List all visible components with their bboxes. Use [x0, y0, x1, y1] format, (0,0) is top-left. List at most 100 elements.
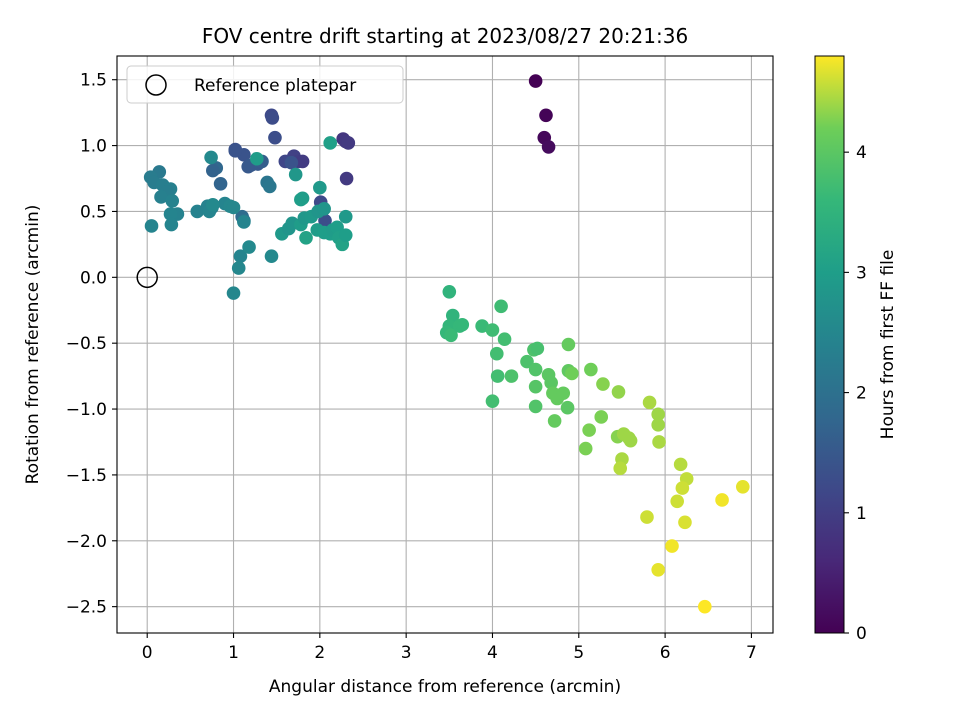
y-tick-label: −1.5: [66, 466, 107, 486]
x-tick-label: 3: [401, 643, 412, 663]
y-tick-label: 1.5: [80, 71, 107, 91]
data-point: [528, 379, 543, 394]
colorbar-tick-label: 2: [856, 384, 867, 404]
y-tick-label: −1.0: [66, 400, 107, 420]
data-point: [594, 410, 609, 424]
data-point: [578, 441, 593, 456]
plot-frame: [116, 55, 774, 634]
data-point: [242, 240, 256, 254]
data-point: [541, 140, 556, 154]
data-point: [455, 317, 470, 332]
y-tick-label: 0.5: [80, 202, 107, 222]
data-point: [530, 341, 545, 356]
data-point: [651, 562, 665, 577]
data-point: [490, 369, 505, 383]
data-point: [665, 539, 679, 553]
data-point: [652, 435, 666, 449]
data-point: [565, 366, 579, 381]
data-point: [623, 433, 638, 448]
data-point: [651, 407, 665, 422]
data-point: [204, 150, 218, 165]
data-point: [497, 332, 512, 347]
data-point: [231, 261, 246, 275]
reference-marker-group: [136, 266, 158, 289]
data-point: [330, 220, 344, 235]
x-tick-label: 6: [660, 643, 671, 663]
data-point: [715, 493, 729, 507]
data-point: [582, 423, 596, 437]
data-point: [613, 461, 628, 476]
data-point: [288, 167, 303, 182]
data-point: [226, 286, 241, 300]
data-point: [611, 385, 626, 399]
colorbar-tick-label: 0: [856, 624, 867, 644]
data-point: [299, 230, 313, 245]
legend-reference-marker: [145, 74, 167, 96]
data-point: [250, 151, 264, 166]
x-tick-label: 5: [573, 643, 584, 663]
data-point: [561, 337, 576, 352]
y-tick-label: −2.5: [66, 598, 107, 618]
data-point: [228, 144, 243, 158]
grid-lines: [117, 56, 773, 633]
legend-label: Reference platepar: [194, 76, 356, 96]
data-point: [294, 192, 308, 207]
chart-title: FOV centre drift starting at 2023/08/27 …: [202, 24, 688, 48]
colorbar-tick-label: 3: [856, 263, 867, 283]
colorbar-tick-label: 1: [856, 504, 867, 524]
x-tick-label: 1: [228, 643, 239, 663]
y-tick-label: 1.0: [80, 137, 107, 157]
reference-platepar-marker: [136, 266, 158, 289]
y-tick-label: 0.0: [80, 268, 107, 288]
data-point: [698, 599, 712, 614]
data-point: [675, 481, 690, 495]
data-point: [233, 249, 248, 264]
x-axis-label: Angular distance from reference (arcmin): [269, 677, 621, 697]
data-point: [528, 362, 543, 377]
data-point: [164, 217, 179, 232]
data-point: [213, 176, 228, 191]
colorbar: [814, 55, 845, 634]
data-point: [338, 209, 353, 224]
x-tick-label: 7: [746, 643, 757, 663]
legend: Reference platepar: [126, 65, 404, 104]
data-point: [556, 386, 571, 401]
data-point: [268, 130, 282, 145]
data-point: [504, 369, 519, 383]
colorbar-ticks: 0 1 2 3 4: [844, 143, 867, 644]
data-point: [651, 418, 665, 432]
colorbar-label: Hours from first FF file: [878, 250, 898, 440]
data-point: [154, 190, 168, 204]
data-point: [264, 249, 279, 264]
data-point: [735, 479, 750, 494]
data-point: [241, 159, 255, 174]
data-point: [544, 375, 558, 390]
data-point: [317, 202, 331, 216]
legend-box: [126, 65, 404, 104]
data-point: [313, 180, 327, 195]
data-point: [485, 323, 500, 337]
x-tick-label: 2: [314, 643, 325, 663]
data-point: [528, 74, 543, 88]
data-point: [226, 200, 241, 215]
data-point: [206, 198, 220, 212]
data-point: [670, 494, 684, 509]
data-point: [265, 111, 280, 125]
data-point: [442, 285, 457, 299]
data-point: [547, 414, 562, 428]
data-point: [494, 299, 508, 314]
data-point: [295, 154, 310, 169]
data-point: [678, 515, 692, 530]
data-point: [163, 207, 178, 221]
x-tick-label: 4: [487, 643, 498, 663]
data-point: [520, 354, 534, 369]
data-point: [475, 319, 489, 333]
data-point: [237, 215, 251, 229]
data-point: [584, 362, 598, 377]
data-point: [673, 457, 688, 472]
data-point: [489, 346, 504, 361]
data-point: [560, 400, 575, 415]
data-point: [445, 308, 460, 323]
